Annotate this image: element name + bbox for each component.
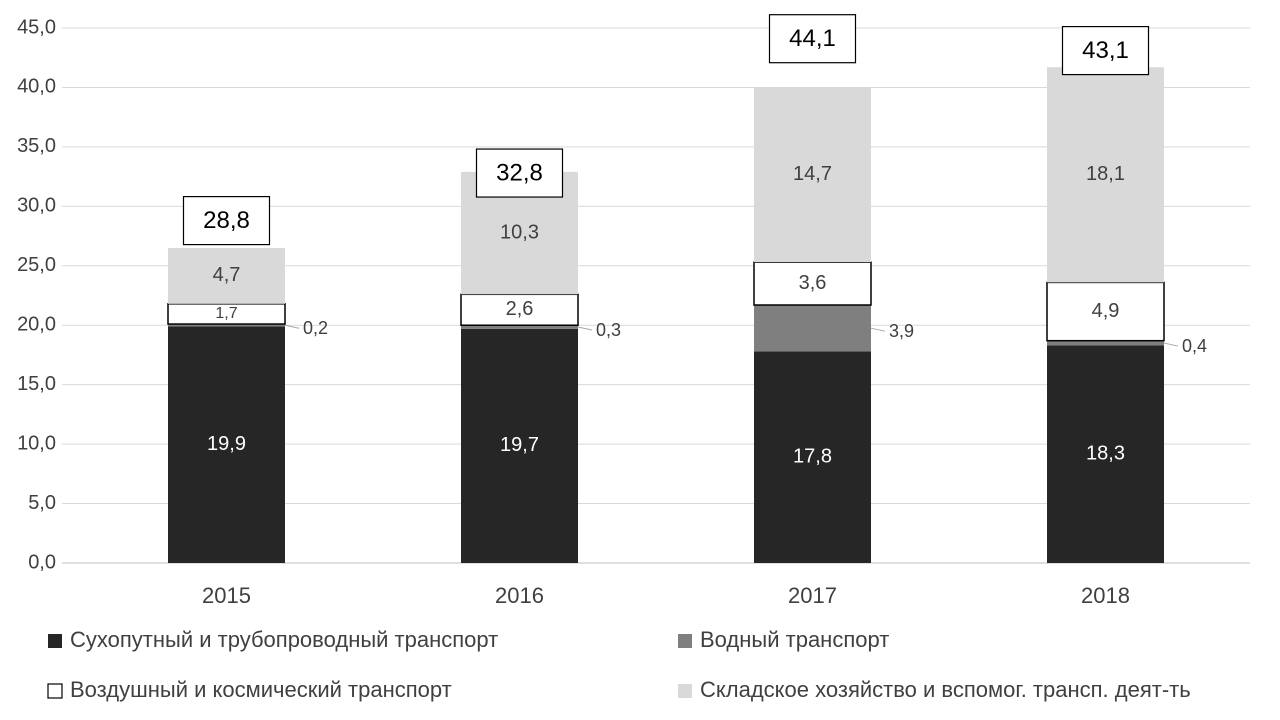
y-tick-label: 30,0 [17, 195, 56, 217]
data-label: 14,7 [793, 163, 832, 185]
legend-swatch [678, 684, 692, 698]
data-label: 0,2 [303, 318, 328, 338]
data-label: 18,3 [1086, 442, 1125, 464]
data-label: 18,1 [1086, 163, 1125, 185]
data-label: 19,7 [500, 434, 539, 456]
x-tick-label: 2016 [495, 583, 544, 608]
bar-segment [168, 247, 285, 304]
leader-line [577, 326, 593, 331]
bar-segment [1047, 340, 1164, 346]
leader-line [284, 324, 300, 329]
bar-segment [1046, 281, 1165, 342]
total-label: 43,1 [1082, 37, 1129, 64]
x-tick-label: 2017 [788, 583, 837, 608]
data-label: 0,4 [1182, 336, 1207, 356]
bar-segment [754, 305, 871, 352]
y-tick-label: 10,0 [17, 432, 56, 454]
legend-label: Сухопутный и трубопроводный транспорт [70, 627, 498, 652]
data-label: 10,3 [500, 221, 539, 243]
bar-segment [754, 87, 871, 263]
data-label: 2,6 [506, 298, 534, 320]
total-box [182, 196, 271, 246]
bar-segment [168, 324, 285, 327]
total-box [1061, 25, 1150, 76]
bar-segment [461, 325, 578, 329]
total-label: 44,1 [789, 25, 836, 52]
total-label: 28,8 [203, 207, 250, 234]
data-label: 19,9 [207, 433, 246, 455]
bar-segment [460, 293, 579, 326]
total-label: 32,8 [496, 159, 543, 186]
legend-swatch [48, 634, 62, 648]
y-tick-label: 0,0 [28, 551, 56, 573]
bar-segment [1047, 345, 1164, 563]
data-label: 4,7 [213, 264, 241, 286]
legend-swatch [678, 634, 692, 648]
legend-swatch [47, 683, 63, 699]
bar-segment [167, 303, 286, 325]
data-label: 4,9 [1092, 300, 1120, 322]
bar-segment [461, 328, 578, 563]
bar-segment [753, 261, 872, 306]
leader-line [870, 327, 886, 332]
y-tick-label: 20,0 [17, 314, 56, 336]
total-box [475, 148, 564, 198]
bar-segment [1047, 67, 1164, 283]
total-box [768, 14, 857, 64]
data-label: 1,7 [215, 305, 237, 322]
legend-label: Складское хозяйство и вспомог. трансп. д… [700, 677, 1191, 702]
x-tick-label: 2015 [202, 583, 251, 608]
y-tick-label: 25,0 [17, 254, 56, 276]
legend-label: Водный транспорт [700, 627, 889, 652]
bar-segment [168, 326, 285, 563]
legend-label: Воздушный и космический транспорт [70, 677, 452, 702]
y-tick-label: 45,0 [17, 16, 56, 38]
y-tick-label: 15,0 [17, 373, 56, 395]
data-label: 3,9 [889, 321, 914, 341]
y-tick-label: 5,0 [28, 492, 56, 514]
x-tick-label: 2018 [1081, 583, 1130, 608]
data-label: 3,6 [799, 272, 827, 294]
y-tick-label: 40,0 [17, 76, 56, 98]
bar-segment [754, 351, 871, 563]
y-tick-label: 35,0 [17, 135, 56, 157]
leader-line [1163, 342, 1179, 347]
data-label: 0,3 [596, 320, 621, 340]
data-label: 17,8 [793, 445, 832, 467]
